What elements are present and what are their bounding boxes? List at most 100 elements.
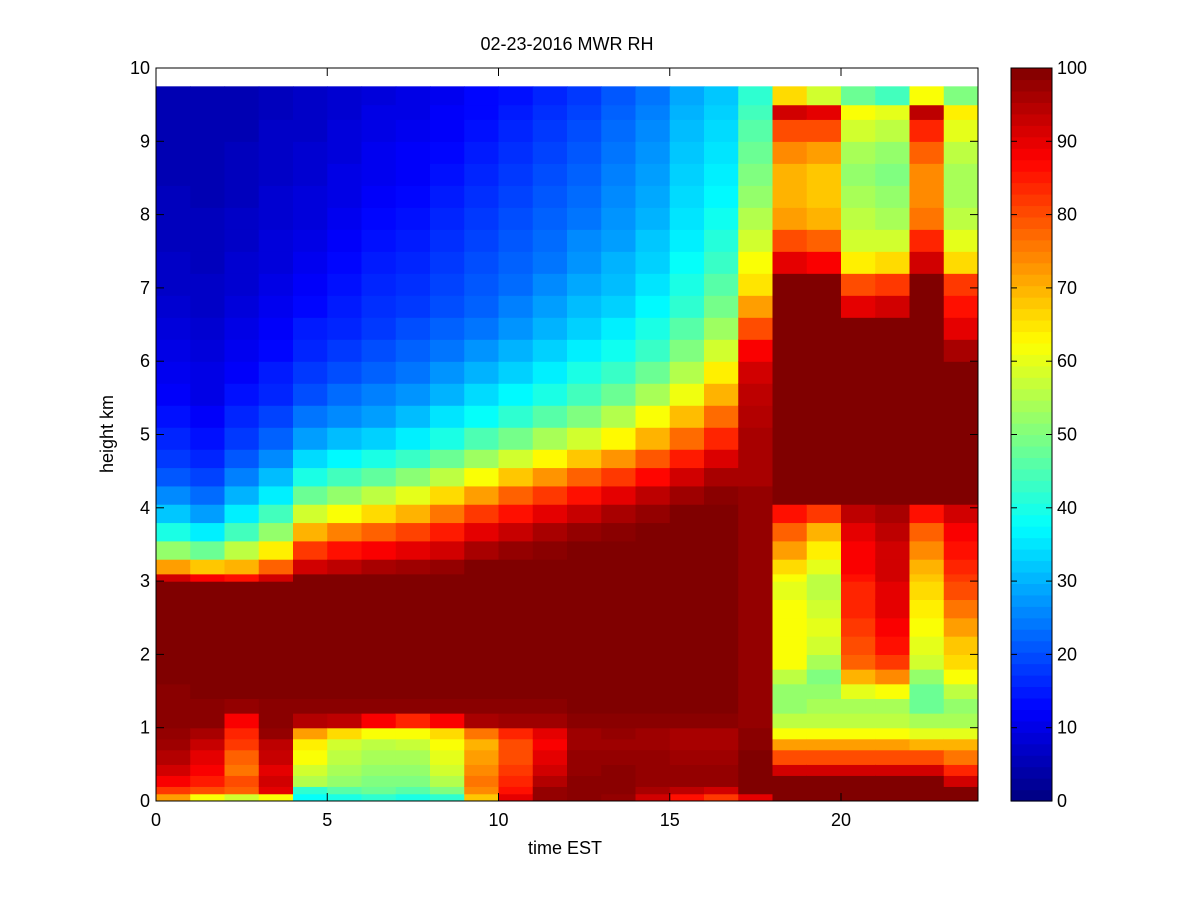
- heatmap-cell: [943, 749, 978, 765]
- heatmap-cell: [532, 654, 568, 670]
- heatmap-cell: [669, 786, 705, 795]
- heatmap-cell: [806, 361, 842, 384]
- heatmap-cell: [395, 485, 431, 505]
- heatmap-cell: [395, 339, 431, 362]
- heatmap-cell: [841, 636, 876, 655]
- heatmap-cell: [806, 163, 842, 186]
- heatmap-cell: [532, 251, 568, 274]
- heatmap-cell: [498, 764, 534, 776]
- heatmap-cell: [464, 405, 500, 428]
- heatmap-cell: [464, 467, 500, 487]
- heatmap-cell: [841, 361, 876, 384]
- heatmap-cell: [327, 295, 363, 318]
- heatmap-cell: [704, 727, 739, 740]
- heatmap-cell: [635, 636, 671, 655]
- heatmap-cell: [293, 522, 328, 542]
- heatmap-cell: [190, 698, 226, 714]
- heatmap-cell: [156, 764, 191, 776]
- heatmap-cell: [532, 793, 568, 801]
- heatmap-cell: [738, 522, 774, 542]
- heatmap-cell: [943, 207, 978, 230]
- heatmap-cell: [909, 163, 945, 186]
- heatmap-cell: [532, 273, 568, 296]
- colorbar-segment: [1011, 732, 1052, 745]
- heatmap-cell: [772, 683, 808, 699]
- heatmap-cell: [875, 786, 911, 795]
- heatmap-cell: [532, 738, 568, 751]
- heatmap-cell: [704, 540, 739, 560]
- heatmap-cell: [909, 119, 945, 142]
- heatmap-cell: [841, 683, 876, 699]
- heatmap-cell: [361, 669, 397, 685]
- heatmap-cell: [875, 485, 911, 505]
- heatmap-cell: [875, 559, 911, 575]
- heatmap-cell: [258, 727, 294, 740]
- heatmap-cell: [601, 405, 637, 428]
- heatmap-cell: [772, 449, 808, 469]
- heatmap-cell: [430, 141, 465, 164]
- heatmap-cell: [635, 467, 671, 487]
- heatmap-cell: [224, 617, 260, 637]
- heatmap-cell: [327, 141, 363, 164]
- heatmap-cell: [430, 698, 465, 714]
- heatmap-cell: [943, 119, 978, 142]
- heatmap-cell: [601, 361, 637, 384]
- heatmap-cell: [532, 522, 568, 542]
- heatmap-cell: [806, 119, 842, 142]
- heatmap-cell: [772, 793, 808, 801]
- heatmap-cell: [567, 485, 602, 505]
- heatmap-cell: [909, 669, 945, 685]
- colorbar-segment: [1011, 251, 1052, 264]
- heatmap-cell: [738, 251, 774, 274]
- heatmap-cell: [190, 636, 226, 655]
- heatmap-cell: [704, 295, 739, 318]
- heatmap-cell: [156, 383, 191, 406]
- heatmap-cell: [532, 295, 568, 318]
- heatmap-cell: [464, 559, 500, 575]
- colorbar-segment: [1011, 388, 1052, 401]
- heatmap-cell: [224, 764, 260, 776]
- heatmap-cell: [498, 295, 534, 318]
- x-tick-label: 10: [488, 810, 508, 830]
- heatmap-cell: [156, 485, 191, 505]
- heatmap-cell: [498, 119, 534, 142]
- heatmap-cell: [875, 449, 911, 469]
- heatmap-cell: [156, 86, 191, 106]
- y-tick-label: 7: [140, 278, 150, 298]
- heatmap-cell: [772, 738, 808, 751]
- heatmap-cell: [190, 467, 226, 487]
- heatmap-cells: [156, 86, 978, 801]
- heatmap-cell: [464, 119, 500, 142]
- heatmap-cell: [704, 786, 739, 795]
- heatmap-cell: [293, 185, 328, 208]
- heatmap-cell: [224, 339, 260, 362]
- colorbar-tick-label: 30: [1057, 571, 1077, 591]
- heatmap-cell: [224, 559, 260, 575]
- heatmap-cell: [772, 485, 808, 505]
- heatmap-cell: [943, 654, 978, 670]
- heatmap-cell: [395, 764, 431, 776]
- heatmap-cell: [909, 361, 945, 384]
- heatmap-cell: [498, 581, 534, 601]
- colorbar-segment: [1011, 377, 1052, 390]
- heatmap-cell: [567, 540, 602, 560]
- heatmap-cell: [909, 317, 945, 340]
- heatmap-cell: [806, 185, 842, 208]
- heatmap-cell: [224, 273, 260, 296]
- heatmap-cell: [601, 713, 637, 729]
- heatmap-cell: [635, 581, 671, 601]
- heatmap-cell: [190, 251, 226, 274]
- heatmap-cell: [909, 764, 945, 776]
- heatmap-cell: [875, 467, 911, 487]
- y-tick-label: 2: [140, 644, 150, 664]
- heatmap-cell: [704, 185, 739, 208]
- heatmap-cell: [704, 698, 739, 714]
- heatmap-cell: [841, 573, 876, 582]
- colorbar-segment: [1011, 319, 1052, 333]
- heatmap-cell: [909, 599, 945, 619]
- colorbar-segment: [1011, 113, 1052, 126]
- heatmap-cell: [430, 361, 465, 384]
- heatmap-cell: [464, 251, 500, 274]
- heatmap-cell: [498, 775, 534, 787]
- heatmap-cell: [601, 654, 637, 670]
